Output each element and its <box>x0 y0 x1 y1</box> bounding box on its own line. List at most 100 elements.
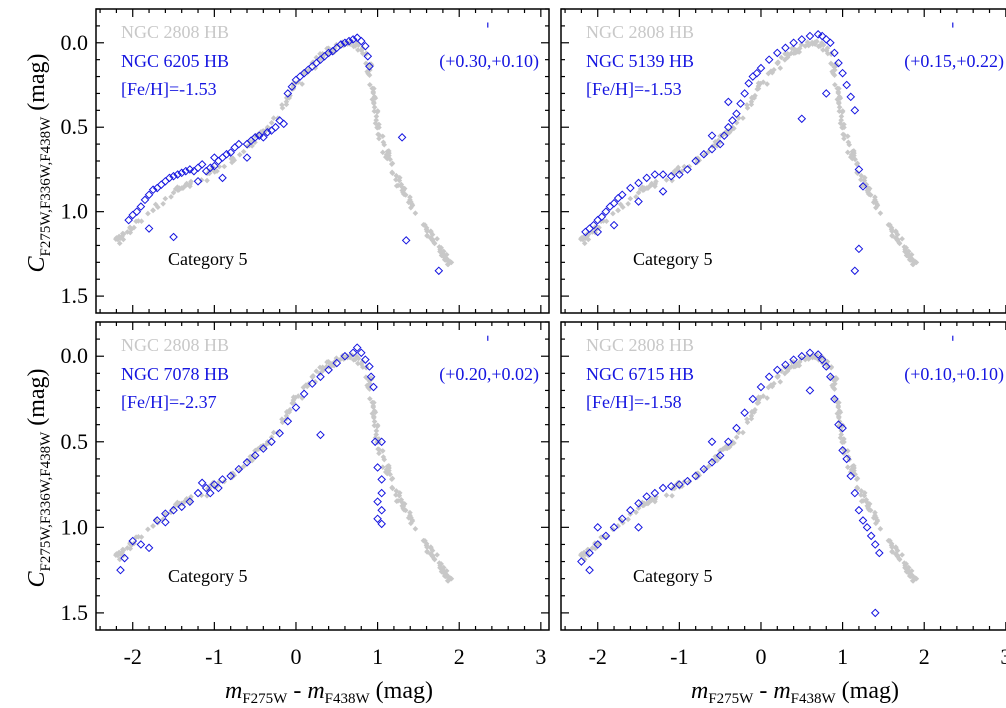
data-point <box>870 540 880 549</box>
reference-point <box>188 493 194 500</box>
data-point <box>756 63 766 73</box>
reference-point <box>633 509 639 516</box>
ylabel-unit: (mag) <box>24 368 50 431</box>
reference-point <box>861 174 868 181</box>
cluster-label: NGC 7078 HB <box>121 364 229 384</box>
reference-point <box>768 68 774 75</box>
data-point <box>242 153 252 162</box>
svg-text:mF275W - mF438W (mag): mF275W - mF438W (mag) <box>225 678 433 707</box>
x-tick-label: 1 <box>372 644 383 669</box>
reference-point <box>653 493 659 500</box>
data-point <box>691 471 700 481</box>
data-point <box>259 444 268 453</box>
reference-point <box>858 492 864 498</box>
reference-point <box>831 386 838 392</box>
reference-point <box>791 363 797 370</box>
reference-point <box>127 229 134 236</box>
category-label: Category 5 <box>633 566 712 586</box>
data-point <box>617 514 627 524</box>
reference-point <box>209 481 216 487</box>
reference-point <box>830 384 836 391</box>
y-tick-label: 1.5 <box>61 283 89 308</box>
data-point <box>675 480 684 489</box>
reference-point <box>906 254 913 260</box>
x-tick-label: -1 <box>670 644 688 669</box>
reference-point <box>785 51 792 58</box>
reference-point <box>283 98 290 105</box>
reference-point <box>733 434 740 441</box>
reference-point <box>252 447 259 454</box>
cluster-series <box>124 33 444 276</box>
reference-point <box>289 400 296 406</box>
reference-point <box>152 201 159 208</box>
xlabel-sub1: F275W <box>708 691 754 707</box>
reference-point <box>838 113 845 120</box>
reference-point <box>283 413 290 419</box>
reference-point <box>244 143 251 150</box>
reference-point <box>889 228 895 235</box>
xlabel-base: m <box>225 678 242 704</box>
data-point <box>736 99 745 108</box>
reference-point <box>893 229 899 235</box>
data-point <box>340 351 350 361</box>
reference-point <box>836 100 842 107</box>
reference-point <box>117 550 124 557</box>
reference-point <box>817 356 823 363</box>
x-tick-label: -2 <box>589 644 607 669</box>
category-label: Category 5 <box>633 249 712 269</box>
y-ticks <box>561 8 569 297</box>
reference-point <box>386 467 392 474</box>
reference-point <box>437 564 443 571</box>
y-tick-label: 0.0 <box>61 30 89 55</box>
reference-point <box>695 155 701 161</box>
reference-point <box>382 154 389 160</box>
reference-point <box>861 177 868 184</box>
reference-point <box>585 236 592 243</box>
reference-point <box>854 485 861 492</box>
data-point <box>826 38 835 48</box>
data-point <box>805 31 815 41</box>
reference-point <box>347 352 353 359</box>
reference-series <box>113 352 455 584</box>
reference-point <box>236 151 243 158</box>
panel-4: -2 -1 0 1 2 3 NGC 2808 HB NGC 6715 HB [Fe/H]=-1.… <box>560 321 1006 669</box>
data-point <box>197 160 207 169</box>
reference-point <box>376 135 382 142</box>
data-point <box>724 122 733 132</box>
x-tick-label: 0 <box>290 644 301 669</box>
reference-label: NGC 2808 HB <box>586 22 694 42</box>
reference-point <box>805 355 812 361</box>
reference-point <box>170 189 177 196</box>
reference-point <box>633 194 639 200</box>
data-point <box>356 36 366 46</box>
cluster-series <box>581 30 868 276</box>
reference-point <box>740 429 746 436</box>
data-point <box>344 36 354 46</box>
data-point <box>585 565 594 575</box>
data-point <box>197 478 207 488</box>
y-axis-label-top: CF275W,F336W,F438W (mag) <box>24 53 54 272</box>
reference-point <box>325 358 332 365</box>
data-point <box>666 481 676 491</box>
data-point <box>838 446 847 455</box>
reference-point <box>119 230 126 237</box>
data-point <box>756 382 766 392</box>
reference-point <box>198 177 205 183</box>
reference-point <box>369 399 376 406</box>
data-point <box>732 423 741 433</box>
data-point <box>593 540 603 549</box>
reference-point <box>744 416 750 423</box>
reference-point <box>584 546 591 553</box>
reference-point <box>373 117 379 123</box>
data-point <box>707 144 717 154</box>
data-point <box>193 488 203 498</box>
reference-point <box>872 509 878 516</box>
reference-point <box>765 384 772 391</box>
data-point <box>144 543 154 553</box>
data-point <box>397 133 407 142</box>
data-point <box>177 502 187 512</box>
data-point <box>866 531 876 541</box>
reference-point <box>447 258 453 265</box>
reference-point <box>367 395 373 402</box>
data-point <box>185 497 195 506</box>
